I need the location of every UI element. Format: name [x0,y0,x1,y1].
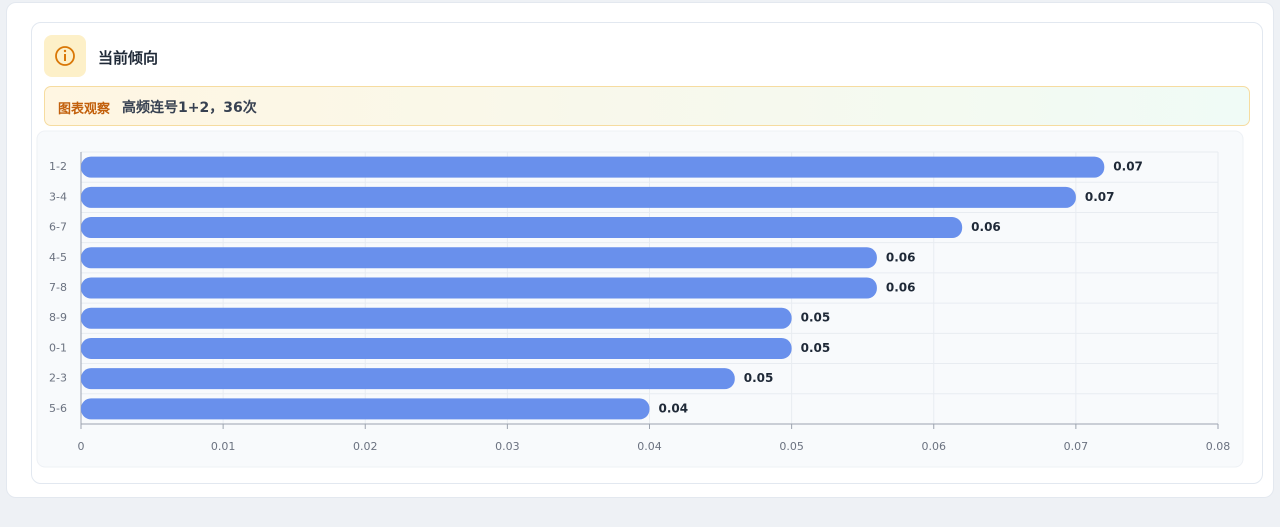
notice-text: 高频连号1+2，36次 [122,100,257,116]
value-label: 0.06 [886,281,916,295]
value-label: 0.07 [1113,160,1143,174]
y-tick-label: 2-3 [49,372,67,385]
y-tick-label: 7-8 [49,281,67,294]
bar [81,368,735,390]
x-tick-label: 0.01 [211,440,236,453]
card-title: 当前倾向 [98,49,159,67]
y-tick-label: 5-6 [49,402,67,415]
x-tick-label: 0.05 [779,440,804,453]
x-tick-label: 0.02 [353,440,378,453]
bar [81,398,650,420]
x-tick-label: 0.03 [495,440,520,453]
y-tick-label: 4-5 [49,251,67,264]
info-icon [44,35,86,77]
notice-label: 图表观察 [58,102,111,117]
bar [81,337,792,359]
bar [81,247,877,269]
y-tick-label: 0-1 [49,341,67,354]
x-tick-label: 0 [78,440,85,453]
bar [81,156,1105,178]
value-label: 0.07 [1085,190,1115,204]
bar [81,217,963,239]
bar [81,307,792,329]
value-label: 0.04 [659,401,689,415]
bar [81,186,1076,208]
info-glyph [55,46,75,66]
y-tick-label: 6-7 [49,221,67,234]
y-tick-label: 3-4 [49,190,67,203]
x-tick-label: 0.08 [1206,440,1231,453]
x-tick-label: 0.04 [637,440,662,453]
value-label: 0.06 [886,250,916,264]
y-tick-label: 1-2 [49,160,67,173]
x-tick-label: 0.06 [922,440,947,453]
value-label: 0.05 [801,341,831,355]
y-tick-label: 8-9 [49,311,67,324]
value-label: 0.05 [744,371,774,385]
notice: 图表观察 高频连号1+2，36次 [44,86,1250,126]
x-tick-label: 0.07 [1064,440,1089,453]
value-label: 0.05 [801,311,831,325]
bar [81,277,877,299]
value-label: 0.06 [971,220,1001,234]
